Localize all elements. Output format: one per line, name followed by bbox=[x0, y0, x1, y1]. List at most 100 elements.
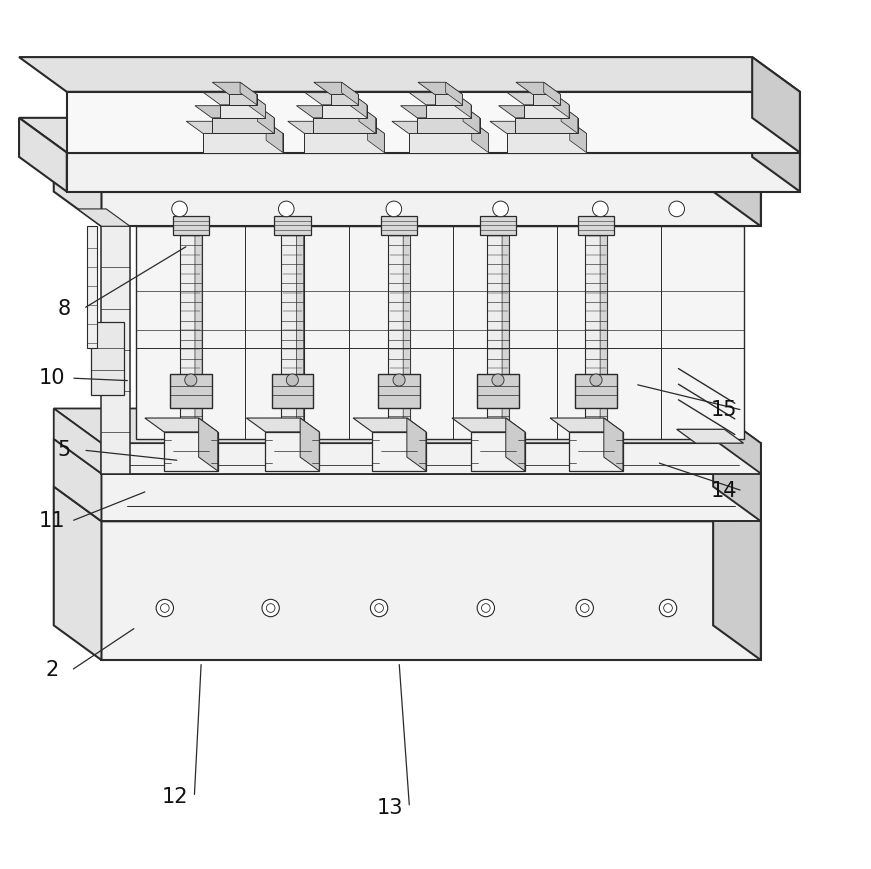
Text: 5: 5 bbox=[57, 440, 71, 460]
Text: 13: 13 bbox=[377, 798, 403, 818]
Polygon shape bbox=[533, 95, 560, 105]
Circle shape bbox=[482, 604, 490, 613]
Polygon shape bbox=[368, 122, 384, 153]
Polygon shape bbox=[54, 157, 101, 226]
Polygon shape bbox=[267, 122, 283, 153]
Bar bbox=[274, 216, 311, 235]
Bar bbox=[179, 226, 202, 434]
Polygon shape bbox=[455, 93, 471, 118]
Polygon shape bbox=[570, 122, 586, 153]
Polygon shape bbox=[54, 408, 761, 443]
Polygon shape bbox=[408, 134, 489, 153]
Circle shape bbox=[287, 374, 299, 386]
Polygon shape bbox=[229, 95, 257, 105]
Polygon shape bbox=[314, 118, 375, 134]
Circle shape bbox=[590, 374, 602, 386]
Polygon shape bbox=[19, 118, 800, 153]
Polygon shape bbox=[305, 93, 367, 105]
Circle shape bbox=[262, 600, 280, 617]
Polygon shape bbox=[403, 221, 410, 434]
Polygon shape bbox=[677, 429, 744, 443]
Circle shape bbox=[267, 604, 275, 613]
Polygon shape bbox=[713, 487, 761, 660]
Polygon shape bbox=[418, 83, 463, 95]
Polygon shape bbox=[713, 439, 761, 521]
Polygon shape bbox=[353, 418, 426, 432]
Circle shape bbox=[659, 600, 677, 617]
Polygon shape bbox=[407, 418, 426, 471]
Polygon shape bbox=[506, 418, 525, 471]
Polygon shape bbox=[600, 221, 607, 434]
Circle shape bbox=[492, 374, 504, 386]
Bar bbox=[584, 226, 607, 434]
Circle shape bbox=[580, 604, 589, 613]
Text: 12: 12 bbox=[162, 787, 188, 807]
Circle shape bbox=[669, 201, 685, 216]
Polygon shape bbox=[471, 432, 525, 471]
Circle shape bbox=[156, 600, 173, 617]
Bar bbox=[172, 216, 209, 235]
Circle shape bbox=[375, 604, 383, 613]
Circle shape bbox=[576, 600, 593, 617]
Polygon shape bbox=[330, 95, 358, 105]
Bar bbox=[378, 374, 420, 408]
Polygon shape bbox=[300, 418, 320, 471]
Polygon shape bbox=[498, 106, 577, 118]
Circle shape bbox=[592, 201, 608, 216]
Polygon shape bbox=[186, 122, 283, 134]
Polygon shape bbox=[426, 105, 471, 118]
Polygon shape bbox=[446, 83, 463, 105]
Polygon shape bbox=[753, 57, 800, 153]
Polygon shape bbox=[713, 408, 761, 474]
Polygon shape bbox=[350, 93, 367, 118]
Polygon shape bbox=[54, 157, 761, 191]
Text: 10: 10 bbox=[39, 368, 65, 388]
Circle shape bbox=[493, 201, 509, 216]
Polygon shape bbox=[54, 439, 101, 521]
Polygon shape bbox=[507, 134, 586, 153]
Polygon shape bbox=[203, 134, 283, 153]
Polygon shape bbox=[753, 118, 800, 191]
Polygon shape bbox=[490, 122, 586, 134]
Polygon shape bbox=[266, 432, 320, 471]
Polygon shape bbox=[502, 221, 510, 434]
Polygon shape bbox=[101, 521, 761, 660]
Circle shape bbox=[172, 201, 187, 216]
Bar bbox=[136, 226, 744, 439]
Polygon shape bbox=[67, 92, 800, 153]
Polygon shape bbox=[569, 432, 623, 471]
Bar bbox=[577, 216, 614, 235]
Polygon shape bbox=[305, 134, 384, 153]
Circle shape bbox=[185, 374, 197, 386]
Polygon shape bbox=[561, 106, 577, 134]
Circle shape bbox=[477, 600, 495, 617]
Polygon shape bbox=[195, 106, 274, 118]
Polygon shape bbox=[524, 105, 569, 118]
Polygon shape bbox=[472, 122, 489, 153]
Text: 15: 15 bbox=[710, 401, 737, 421]
Polygon shape bbox=[101, 226, 130, 474]
Circle shape bbox=[393, 374, 405, 386]
Polygon shape bbox=[101, 443, 761, 474]
Polygon shape bbox=[54, 487, 101, 660]
Polygon shape bbox=[296, 221, 304, 434]
Polygon shape bbox=[409, 93, 471, 105]
Polygon shape bbox=[164, 432, 218, 471]
Polygon shape bbox=[452, 418, 525, 432]
Polygon shape bbox=[401, 106, 480, 118]
Text: 8: 8 bbox=[57, 299, 71, 319]
Polygon shape bbox=[199, 418, 218, 471]
Circle shape bbox=[386, 201, 402, 216]
Polygon shape bbox=[204, 93, 266, 105]
Polygon shape bbox=[240, 83, 257, 105]
Circle shape bbox=[279, 201, 294, 216]
Polygon shape bbox=[19, 57, 800, 92]
Bar bbox=[480, 216, 517, 235]
Polygon shape bbox=[287, 122, 384, 134]
Polygon shape bbox=[246, 418, 320, 432]
Polygon shape bbox=[67, 153, 800, 191]
Polygon shape bbox=[213, 83, 257, 95]
Polygon shape bbox=[249, 93, 266, 118]
Polygon shape bbox=[296, 106, 375, 118]
Text: 2: 2 bbox=[45, 660, 58, 680]
